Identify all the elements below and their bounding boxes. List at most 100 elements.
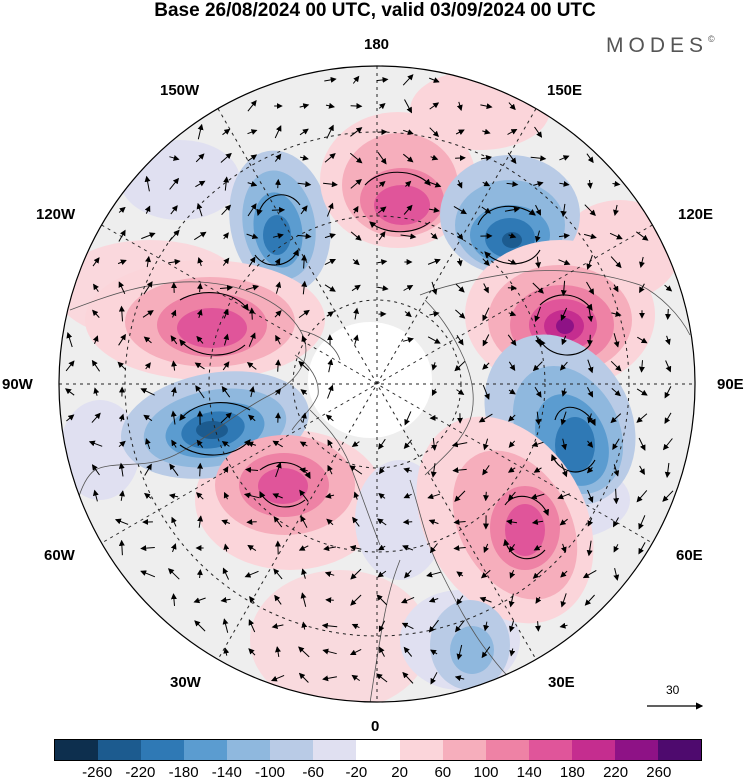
wind-arrow [508, 620, 515, 633]
wind-arrow [196, 282, 203, 293]
wind-arrow [170, 410, 177, 425]
wind-arrow [170, 205, 178, 215]
wind-arrow [402, 337, 414, 343]
wind-arrow [301, 254, 308, 269]
wind-arrow [195, 492, 204, 500]
wind-arrow [246, 233, 259, 240]
wind-arrow [194, 231, 207, 241]
wind-arrow [378, 620, 386, 633]
wind-arrow [482, 128, 491, 135]
wind-arrow [429, 127, 440, 138]
lon-label-60w: 60W [44, 547, 75, 564]
wind-arrow [532, 361, 543, 372]
wind-arrow [168, 229, 180, 242]
wind-arrow [482, 384, 490, 400]
wind-arrow [170, 593, 177, 606]
wind-arrow [453, 545, 466, 552]
wind-arrow [404, 411, 412, 426]
wind-arrow [403, 439, 412, 449]
wind-arrow [376, 673, 388, 683]
wind-arrow [247, 100, 257, 112]
wind-arrow [270, 674, 285, 682]
wind-arrow [274, 178, 281, 189]
wind-arrow [220, 152, 232, 163]
wind-arrow [531, 441, 544, 448]
wind-arrow [298, 545, 309, 551]
wind-arrow [533, 181, 544, 187]
wind-arrow [118, 413, 125, 422]
wind-arrow [561, 438, 568, 451]
wind-arrow [273, 516, 283, 528]
wind-arrow [197, 123, 204, 140]
wind-arrow [427, 258, 441, 265]
wind-arrow [378, 102, 386, 110]
wind-arrow [301, 621, 308, 630]
wind-arrow [300, 389, 308, 396]
wind-arrow [377, 544, 386, 551]
wind-arrow [351, 284, 361, 292]
colorbar-swatch [528, 740, 572, 760]
wind-arrow [430, 154, 439, 161]
wind-arrow [248, 256, 256, 267]
wind-arrow [452, 467, 467, 474]
wind-arrow [561, 463, 568, 478]
wind-arrow [430, 232, 438, 240]
wind-arrow [429, 207, 440, 213]
anomaly-positive [85, 260, 325, 380]
wind-arrow [220, 412, 232, 424]
colorbar-swatch [442, 740, 486, 760]
wind-arrow [144, 205, 151, 214]
wind-arrow [582, 569, 597, 579]
wind-arrow [429, 77, 440, 83]
wind-arrow [639, 465, 645, 475]
wind-arrow [662, 438, 673, 451]
wind-arrow [431, 281, 438, 296]
wind-arrow [323, 545, 336, 552]
wind-arrow [530, 155, 547, 162]
wind-arrow [196, 569, 203, 579]
wind-arrow [636, 490, 648, 503]
wind-arrow [376, 594, 388, 606]
colorbar [54, 739, 702, 761]
wind-arrow [144, 492, 152, 499]
wind-arrow [144, 362, 151, 370]
wind-arrow [481, 646, 491, 659]
colorbar-tick-label: -220 [125, 764, 156, 781]
wind-arrow [404, 310, 412, 318]
wind-arrow [222, 128, 231, 136]
wind-arrow [170, 335, 178, 345]
wind-arrow [560, 570, 568, 578]
wind-arrow [249, 386, 255, 398]
wind-arrow [430, 649, 438, 656]
wind-arrow [404, 180, 412, 188]
wind-arrow [324, 233, 336, 239]
wind-arrow [559, 155, 570, 161]
wind-arrow [351, 441, 360, 447]
colorbar-tick-label: 140 [516, 764, 542, 781]
wind-arrow [636, 231, 649, 241]
wind-arrow [560, 593, 567, 608]
wind-arrow [300, 515, 308, 528]
wind-arrow [352, 75, 360, 84]
wind-arrow [587, 359, 594, 374]
wind-arrow [429, 311, 440, 317]
wind-arrow [140, 545, 155, 552]
wind-arrow [584, 594, 595, 606]
wind-arrow [223, 647, 230, 656]
wind-arrow [457, 232, 464, 241]
wind-arrow [587, 517, 594, 527]
wind-arrow [65, 360, 75, 372]
wind-arrow [508, 232, 517, 239]
wind-arrow [66, 332, 73, 348]
wind-arrow [118, 281, 126, 295]
wind-arrow [454, 620, 465, 633]
wind-vectors [65, 74, 674, 685]
modes-logo: MODES© [606, 34, 715, 58]
wind-arrow [169, 177, 180, 190]
wind-arrow [431, 362, 438, 371]
wind-arrow [222, 567, 230, 580]
wind-arrow [65, 388, 75, 396]
wind-arrow [456, 335, 464, 346]
wind-arrow [611, 388, 621, 397]
wind-arrow [299, 128, 309, 136]
